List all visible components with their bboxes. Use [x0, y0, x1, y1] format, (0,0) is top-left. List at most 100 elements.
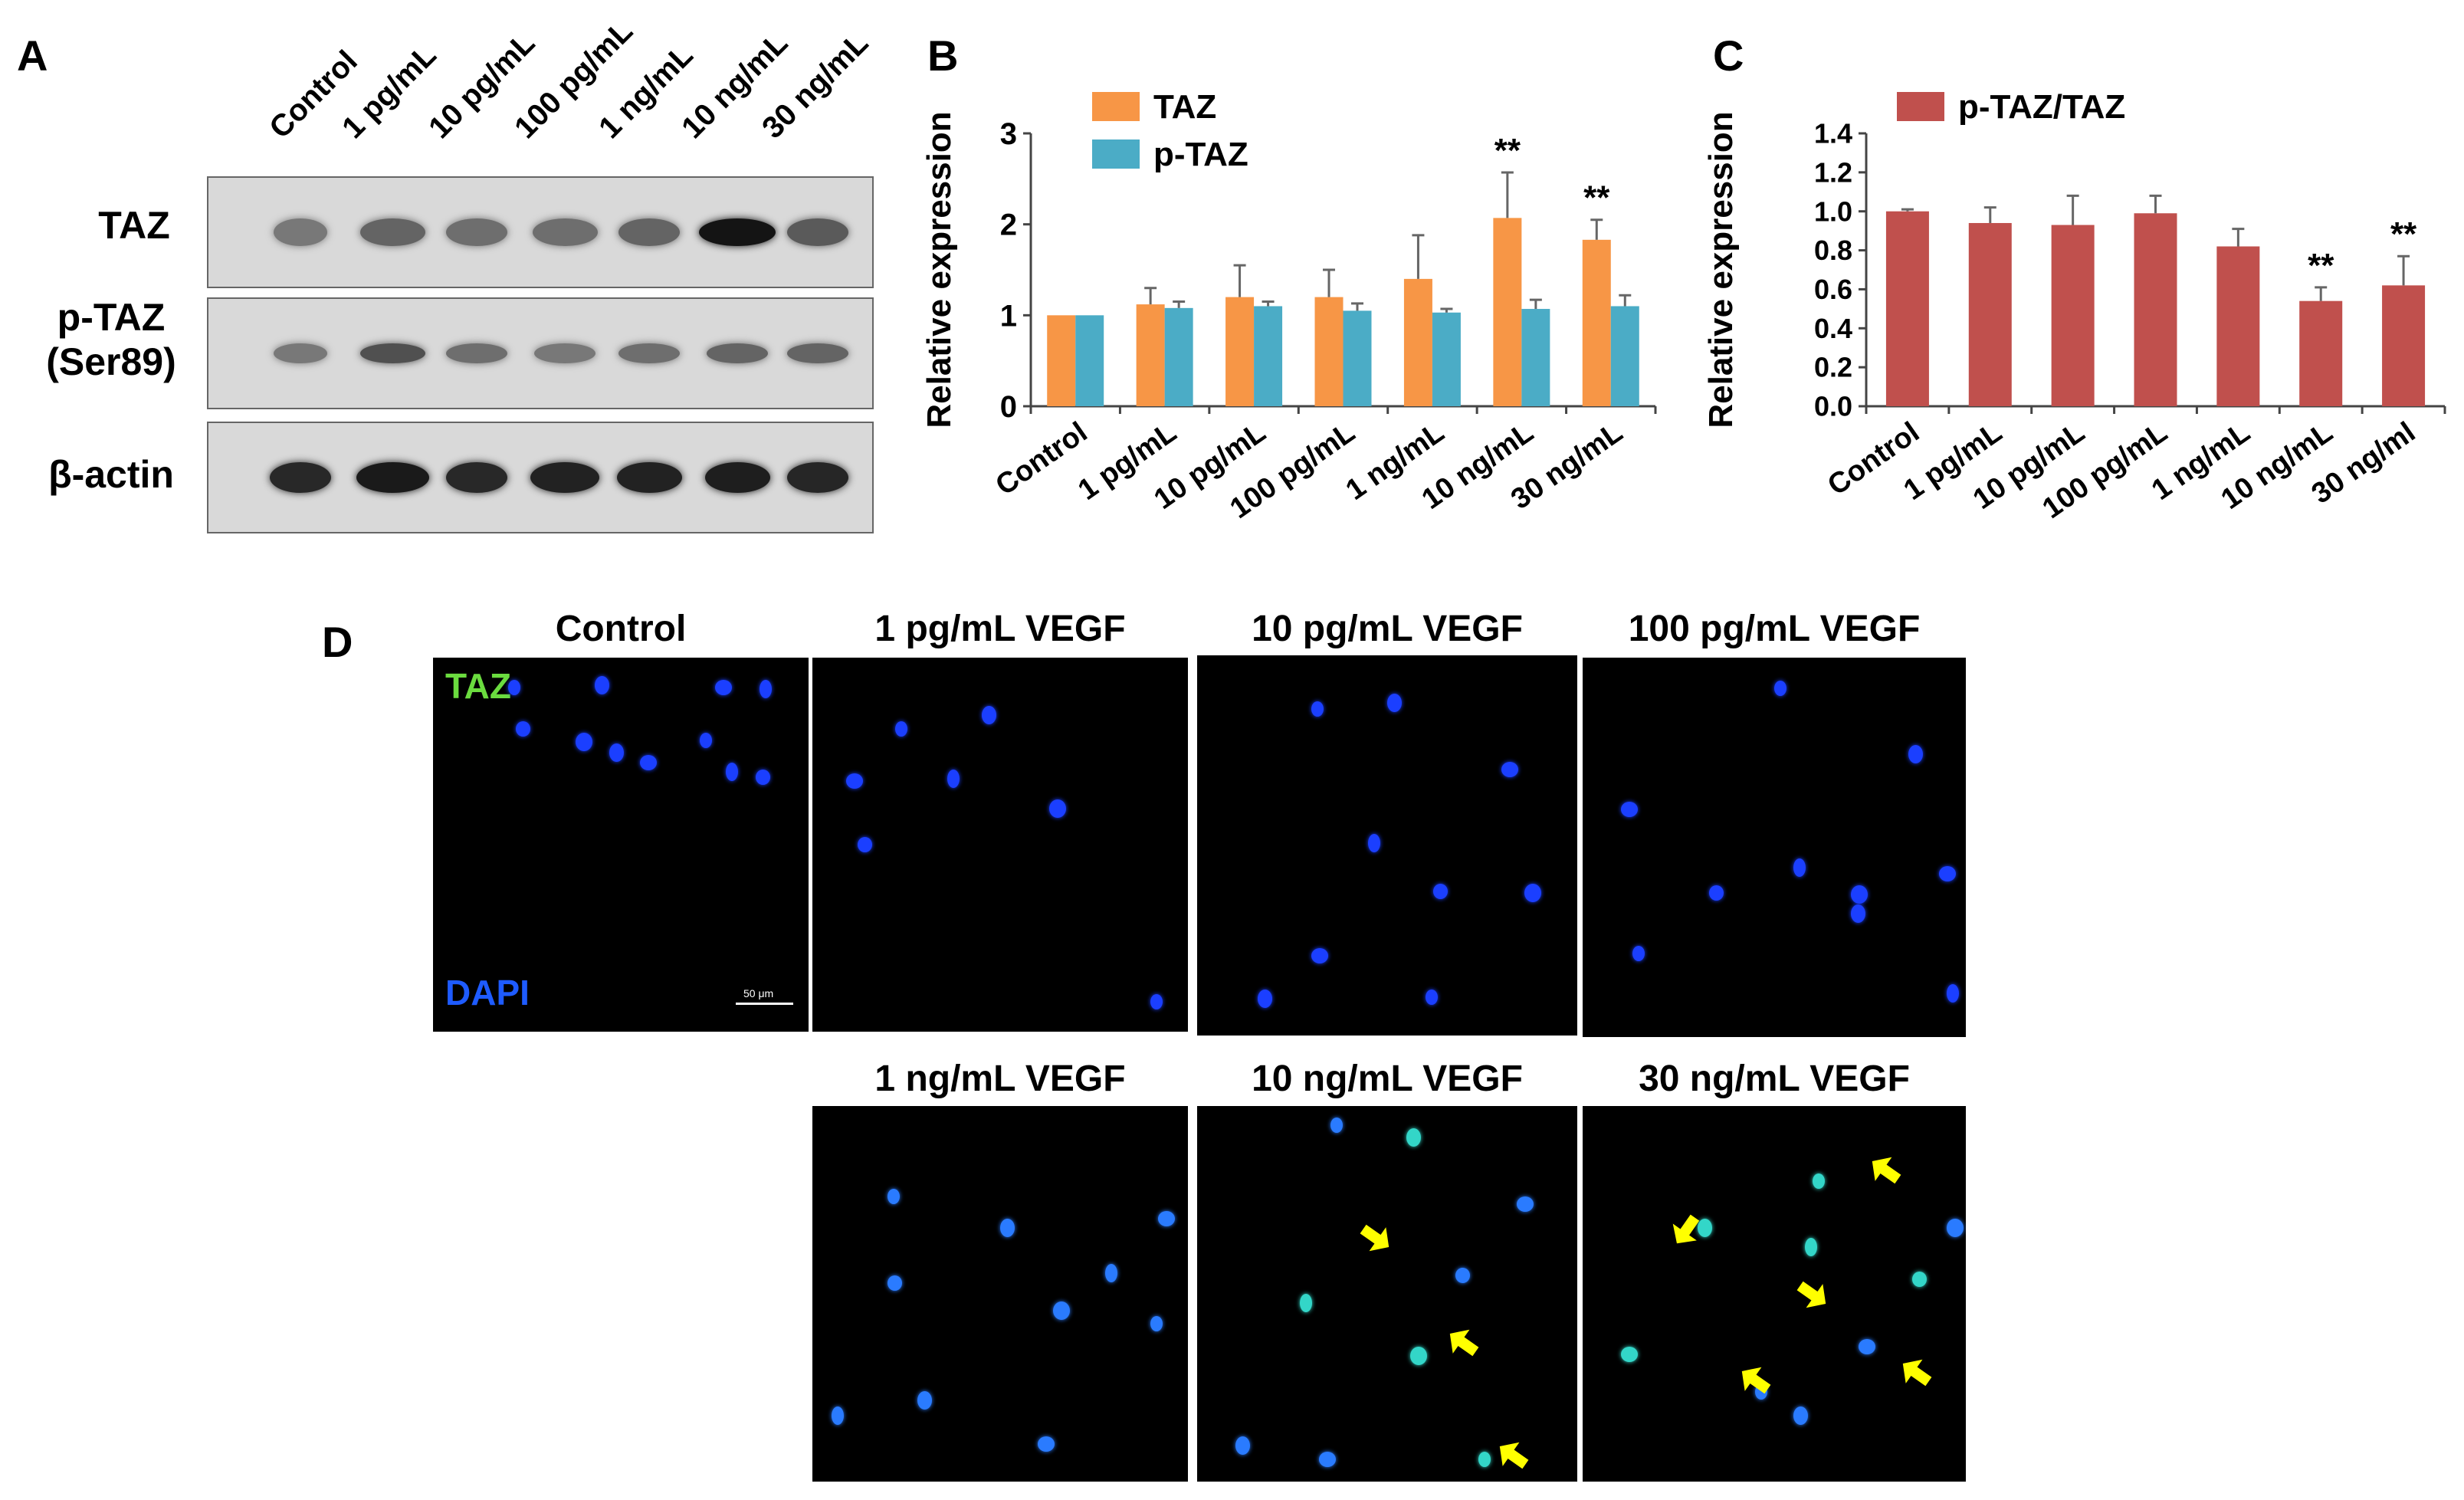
nucleus: [1851, 904, 1865, 923]
nucleus: [1455, 1267, 1471, 1283]
blot-band: [534, 343, 595, 363]
blot-band: [356, 462, 429, 493]
nucleus: [1939, 866, 1956, 882]
panel-label-c: C: [1713, 31, 1744, 80]
nucleus: [1409, 1346, 1427, 1365]
nucleus: [609, 743, 625, 763]
nucleus: [699, 732, 712, 748]
nucleus: [1501, 761, 1518, 777]
micrograph-title-10pg: 10 pg/mL VEGF: [1252, 609, 1523, 649]
nucleus: [760, 680, 773, 699]
nucleus: [1157, 1211, 1175, 1227]
nucleus: [1793, 858, 1806, 878]
bar: [1136, 304, 1165, 406]
blot-band: [359, 218, 425, 246]
bar: [1254, 306, 1283, 406]
bar: [2382, 285, 2426, 406]
nucleus: [515, 720, 530, 737]
nucleus: [1793, 1406, 1808, 1425]
nucleus: [1038, 1436, 1055, 1452]
bar: [1582, 239, 1611, 406]
nucleus: [1150, 994, 1163, 1010]
nucleus: [1516, 1196, 1534, 1212]
yellow-arrow-icon: [1360, 1224, 1389, 1252]
legend-label: TAZ: [1153, 88, 1216, 126]
nucleus: [1311, 947, 1328, 963]
nucleus: [1330, 1117, 1343, 1133]
y-axis-title: Relative expression: [1702, 111, 1740, 428]
nucleus: [1105, 1263, 1118, 1282]
nucleus: [1621, 1346, 1638, 1362]
blot-band: [446, 343, 507, 363]
blot-band: [618, 218, 680, 246]
blot-band: [616, 462, 682, 493]
blot-band: [532, 218, 598, 246]
blot-band: [274, 218, 327, 246]
blot-band: [699, 218, 776, 246]
nucleus: [1709, 885, 1724, 901]
nucleus: [1318, 1451, 1336, 1467]
nucleus: [947, 770, 960, 789]
blot-row-label-ptaz: p-TAZ (Ser89): [46, 296, 176, 383]
significance-marker: **: [1494, 132, 1521, 169]
nucleus: [726, 762, 739, 781]
nucleus: [981, 706, 996, 725]
blot-band: [274, 343, 327, 363]
micrograph-30ng: [1583, 1106, 1966, 1482]
nucleus: [1299, 1294, 1312, 1312]
micrograph-title-1ng: 1 ng/mL VEGF: [874, 1059, 1126, 1099]
nucleus: [756, 770, 771, 786]
nucleus: [1258, 990, 1273, 1009]
nucleus: [1311, 701, 1324, 717]
panel-label-a: A: [17, 31, 48, 80]
nucleus: [714, 680, 732, 696]
bar: [1493, 218, 1522, 406]
micrograph-1ng: [812, 1106, 1188, 1482]
micrograph-title-10ng: 10 ng/mL VEGF: [1252, 1059, 1523, 1099]
y-axis-title: Relative expression: [920, 111, 958, 428]
micrograph-10ng: [1197, 1106, 1577, 1482]
micrograph-1pg: [812, 658, 1188, 1032]
y-tick-label: 1: [1000, 299, 1017, 333]
nucleus: [1235, 1436, 1250, 1456]
y-tick-label: 0: [1000, 390, 1017, 424]
y-tick-label: 0.0: [1814, 391, 1852, 422]
nucleus: [1813, 1173, 1825, 1190]
micrograph-control: TAZ DAPI 50 μm: [433, 658, 809, 1032]
bar: [1610, 306, 1639, 406]
blot-strip-actin: [207, 422, 874, 533]
yellow-arrow-icon: [1499, 1442, 1529, 1469]
nucleus: [1000, 1219, 1015, 1237]
nucleus: [1425, 990, 1438, 1006]
nucleus: [1947, 983, 1959, 1003]
nucleus: [887, 1188, 900, 1204]
scale-bar: [736, 1003, 793, 1005]
nucleus: [508, 680, 520, 696]
nucleus: [576, 732, 593, 751]
x-tick-label: Control: [990, 416, 1094, 502]
bar: [1343, 310, 1372, 406]
significance-marker: **: [1583, 179, 1610, 217]
nucleus: [1947, 1219, 1964, 1237]
lane-label-1pg: 1 pg/mL: [336, 38, 443, 146]
blot-row-label-taz: TAZ: [98, 204, 170, 247]
yellow-arrow-icon: [1796, 1281, 1826, 1308]
nucleus: [1912, 1271, 1927, 1287]
nucleus: [639, 754, 657, 770]
yellow-arrow-icon: [1872, 1157, 1901, 1184]
micrograph-title-100pg: 100 pg/mL VEGF: [1628, 609, 1921, 649]
nucleus: [917, 1391, 933, 1410]
blot-strip-ptaz: [207, 297, 874, 409]
bar: [1403, 278, 1432, 406]
y-tick-label: 3: [1000, 117, 1017, 151]
blot-row-label-actin: β-actin: [48, 453, 174, 496]
nucleus: [846, 773, 864, 789]
nucleus: [1387, 693, 1402, 712]
blot-band: [446, 218, 507, 246]
blot-band: [707, 343, 768, 363]
blot-band: [704, 462, 770, 493]
bar: [1225, 297, 1255, 406]
blot-band: [618, 343, 680, 363]
bar: [1047, 315, 1076, 406]
overlay-taz-label: TAZ: [445, 666, 512, 706]
